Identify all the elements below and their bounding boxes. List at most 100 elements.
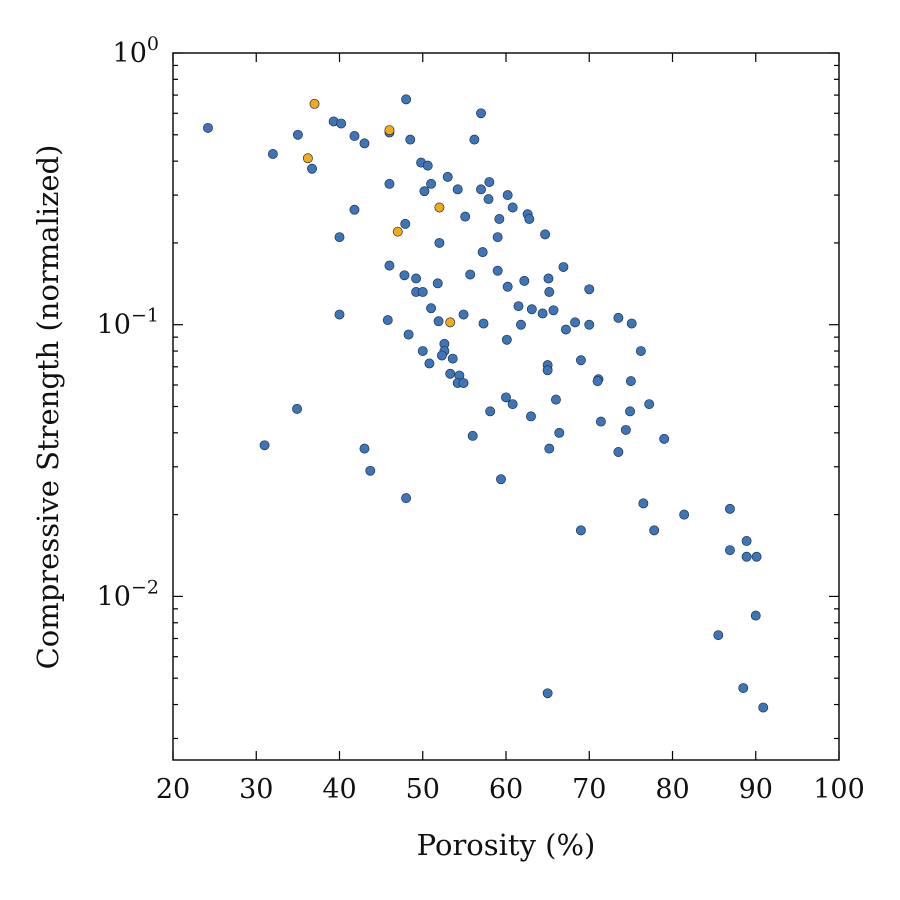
data-point-blue — [554, 427, 565, 438]
data-point-blue — [434, 237, 445, 248]
data-point-blue — [635, 346, 646, 356]
data-point-orange — [302, 153, 313, 164]
data-point-orange — [384, 125, 395, 136]
data-point-blue — [458, 309, 469, 320]
data-point-blue — [758, 702, 769, 713]
data-point-blue — [478, 318, 489, 329]
x-tick-label: 90 — [739, 774, 773, 805]
data-point-blue — [458, 378, 469, 388]
data-point-blue — [467, 430, 478, 441]
data-point-blue — [442, 171, 453, 182]
x-axis-label: Porosity (%) — [417, 828, 596, 862]
data-point-blue — [575, 525, 586, 536]
data-point-blue — [469, 134, 480, 145]
data-point-blue — [625, 376, 636, 387]
data-point-orange — [434, 202, 445, 213]
data-point-blue — [334, 309, 345, 320]
data-point-blue — [526, 411, 536, 422]
data-point-blue — [445, 368, 456, 379]
data-point-blue — [365, 465, 376, 476]
data-point-blue — [411, 273, 422, 284]
data-point-blue — [384, 178, 395, 189]
data-point-blue — [558, 262, 569, 273]
data-point-blue — [259, 440, 270, 451]
data-point-blue — [741, 536, 752, 546]
data-point-blue — [292, 129, 303, 140]
data-point-blue — [476, 108, 486, 119]
data-point-blue — [507, 202, 518, 213]
data-point-blue — [349, 204, 360, 215]
data-point-blue — [460, 211, 471, 222]
data-point-blue — [502, 190, 513, 201]
data-point-blue — [524, 214, 535, 224]
data-points — [203, 94, 769, 713]
data-point-blue — [494, 214, 505, 224]
data-point-blue — [584, 284, 595, 295]
data-point-orange — [392, 226, 403, 237]
data-point-blue — [433, 316, 444, 327]
data-point-blue — [595, 416, 606, 427]
data-point-blue — [452, 184, 463, 195]
data-point-blue — [519, 275, 530, 286]
data-point-blue — [560, 324, 571, 335]
data-point-blue — [713, 630, 724, 641]
data-point-blue — [447, 353, 458, 364]
data-point-blue — [424, 358, 435, 369]
data-point-blue — [543, 273, 554, 284]
x-tick-label: 20 — [156, 774, 190, 805]
y-tick-label: 100 — [113, 33, 159, 69]
x-tick-label: 100 — [813, 774, 865, 805]
data-point-blue — [544, 286, 555, 297]
x-tick-label: 60 — [489, 774, 523, 805]
data-point-blue — [419, 186, 430, 197]
data-point-blue — [349, 131, 360, 141]
data-point-blue — [292, 403, 302, 414]
data-point-blue — [400, 218, 411, 229]
data-point-blue — [401, 493, 412, 504]
data-point-blue — [417, 346, 428, 356]
data-point-blue — [570, 317, 581, 328]
data-point-blue — [575, 355, 586, 366]
data-point-blue — [359, 138, 370, 149]
tick-labels: 20 30 40 50 60 70 80 90 100 10−2 10−1 100 — [97, 33, 865, 805]
data-point-blue — [334, 232, 345, 243]
y-axis-label: Compressive Strength (normalized) — [31, 145, 65, 670]
data-point-blue — [267, 149, 278, 159]
data-point-blue — [417, 286, 428, 297]
data-point-blue — [492, 232, 503, 243]
data-point-blue — [544, 443, 555, 454]
data-point-blue — [741, 551, 752, 562]
data-point-blue — [542, 688, 553, 699]
data-point-blue — [359, 443, 370, 454]
data-point-blue — [405, 134, 416, 145]
data-point-blue — [551, 394, 561, 405]
x-tick-label: 50 — [406, 774, 440, 805]
data-point-blue — [659, 433, 670, 444]
data-point-blue — [540, 229, 551, 240]
data-point-blue — [465, 269, 476, 280]
axis-ticks — [172, 52, 840, 760]
y-tick-label: 10−2 — [97, 576, 159, 612]
data-point-blue — [738, 683, 749, 693]
data-point-blue — [644, 399, 655, 410]
data-point-blue — [426, 178, 437, 189]
data-point-blue — [483, 194, 494, 205]
data-point-blue — [526, 304, 537, 315]
data-point-blue — [399, 270, 410, 281]
data-point-blue — [401, 94, 412, 105]
data-point-blue — [477, 247, 488, 258]
data-point-blue — [336, 118, 347, 129]
x-tick-label: 40 — [322, 774, 356, 805]
x-tick-label: 70 — [572, 774, 606, 805]
data-point-blue — [542, 365, 553, 376]
data-point-blue — [501, 334, 512, 345]
data-point-blue — [584, 319, 595, 330]
data-point-blue — [476, 184, 486, 195]
data-point-blue — [548, 305, 559, 316]
data-point-blue — [384, 260, 395, 271]
data-point-blue — [625, 406, 635, 417]
data-point-blue — [679, 509, 690, 520]
data-point-blue — [496, 474, 506, 485]
y-tick-label: 10−1 — [97, 305, 159, 341]
